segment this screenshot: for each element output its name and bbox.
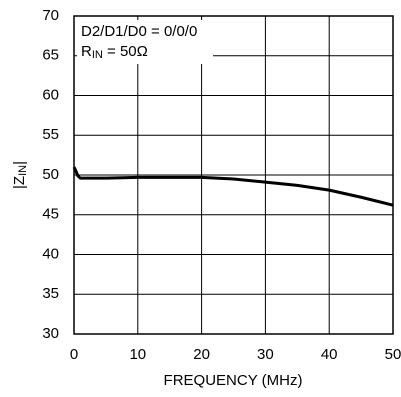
data-line xyxy=(72,166,394,207)
x-axis-label: FREQUENCY (MHz) xyxy=(164,372,303,389)
y-tick-label: 60 xyxy=(42,86,59,103)
y-label-sub: IN xyxy=(17,165,29,176)
y-tick-label: 70 xyxy=(42,7,59,24)
y-tick-label: 35 xyxy=(42,285,59,302)
y-tick-label: 50 xyxy=(42,166,59,183)
y-label-main: |Z xyxy=(11,176,28,189)
annotation-rest: = 50Ω xyxy=(103,43,148,60)
x-tick-label: 40 xyxy=(321,346,338,363)
annotation-main: R xyxy=(81,43,92,60)
x-tick-label: 30 xyxy=(257,346,274,363)
plot-frame xyxy=(73,15,394,335)
annotation: RIN = 50Ω xyxy=(81,43,148,61)
annotation-bg xyxy=(77,20,213,64)
y-axis-label: |ZIN| xyxy=(11,161,29,189)
x-tick-label: 20 xyxy=(193,346,210,363)
x-tick-label: 50 xyxy=(385,346,401,363)
y-tick-label: 65 xyxy=(42,47,59,64)
annotation-sub: IN xyxy=(92,49,103,61)
y-tick-label: 55 xyxy=(42,126,59,143)
y-tick-label: 40 xyxy=(42,245,59,262)
x-tick-label: 0 xyxy=(70,346,78,363)
x-tick-label: 10 xyxy=(129,346,146,363)
y-tick-label: 45 xyxy=(42,206,59,223)
y-label-rest: | xyxy=(11,161,28,165)
y-tick-label: 30 xyxy=(42,325,59,342)
annotation: D2/D1/D0 = 0/0/0 xyxy=(81,23,197,40)
